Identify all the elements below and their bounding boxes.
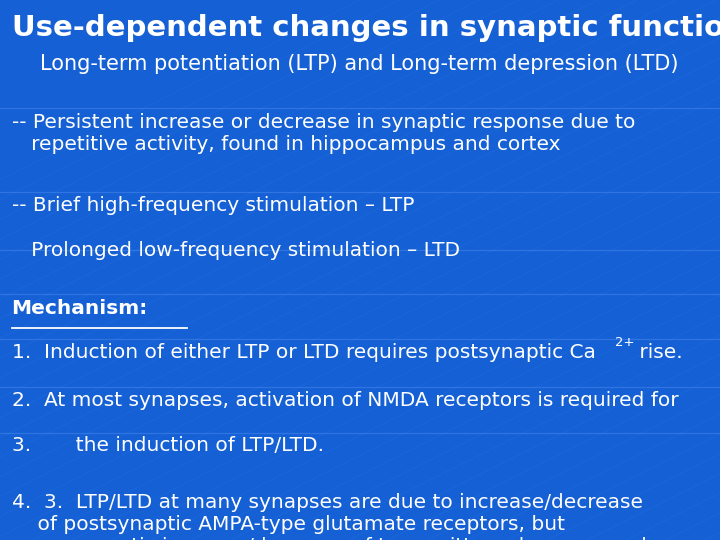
Text: Prolonged low-frequency stimulation – LTD: Prolonged low-frequency stimulation – LT…: [12, 241, 459, 260]
Text: -- Brief high-frequency stimulation – LTP: -- Brief high-frequency stimulation – LT…: [12, 196, 414, 215]
Text: 2+: 2+: [615, 336, 634, 349]
Text: 4.  3.  LTP/LTD at many synapses are due to increase/decrease
    of postsynapti: 4. 3. LTP/LTD at many synapses are due t…: [12, 493, 669, 540]
Text: 1.  Induction of either LTP or LTD requires postsynaptic Ca: 1. Induction of either LTP or LTD requir…: [12, 343, 595, 362]
Text: Long-term potentiation (LTP) and Long-term depression (LTD): Long-term potentiation (LTP) and Long-te…: [40, 54, 678, 74]
Text: 2.  At most synapses, activation of NMDA receptors is required for: 2. At most synapses, activation of NMDA …: [12, 392, 678, 410]
Text: -- Persistent increase or decrease in synaptic response due to
   repetitive act: -- Persistent increase or decrease in sy…: [12, 113, 635, 154]
Text: Use-dependent changes in synaptic functions: Use-dependent changes in synaptic functi…: [12, 14, 720, 42]
Text: rise.: rise.: [633, 343, 683, 362]
Text: Mechanism:: Mechanism:: [12, 299, 148, 318]
Text: 3.       the induction of LTP/LTD.: 3. the induction of LTP/LTD.: [12, 436, 323, 455]
